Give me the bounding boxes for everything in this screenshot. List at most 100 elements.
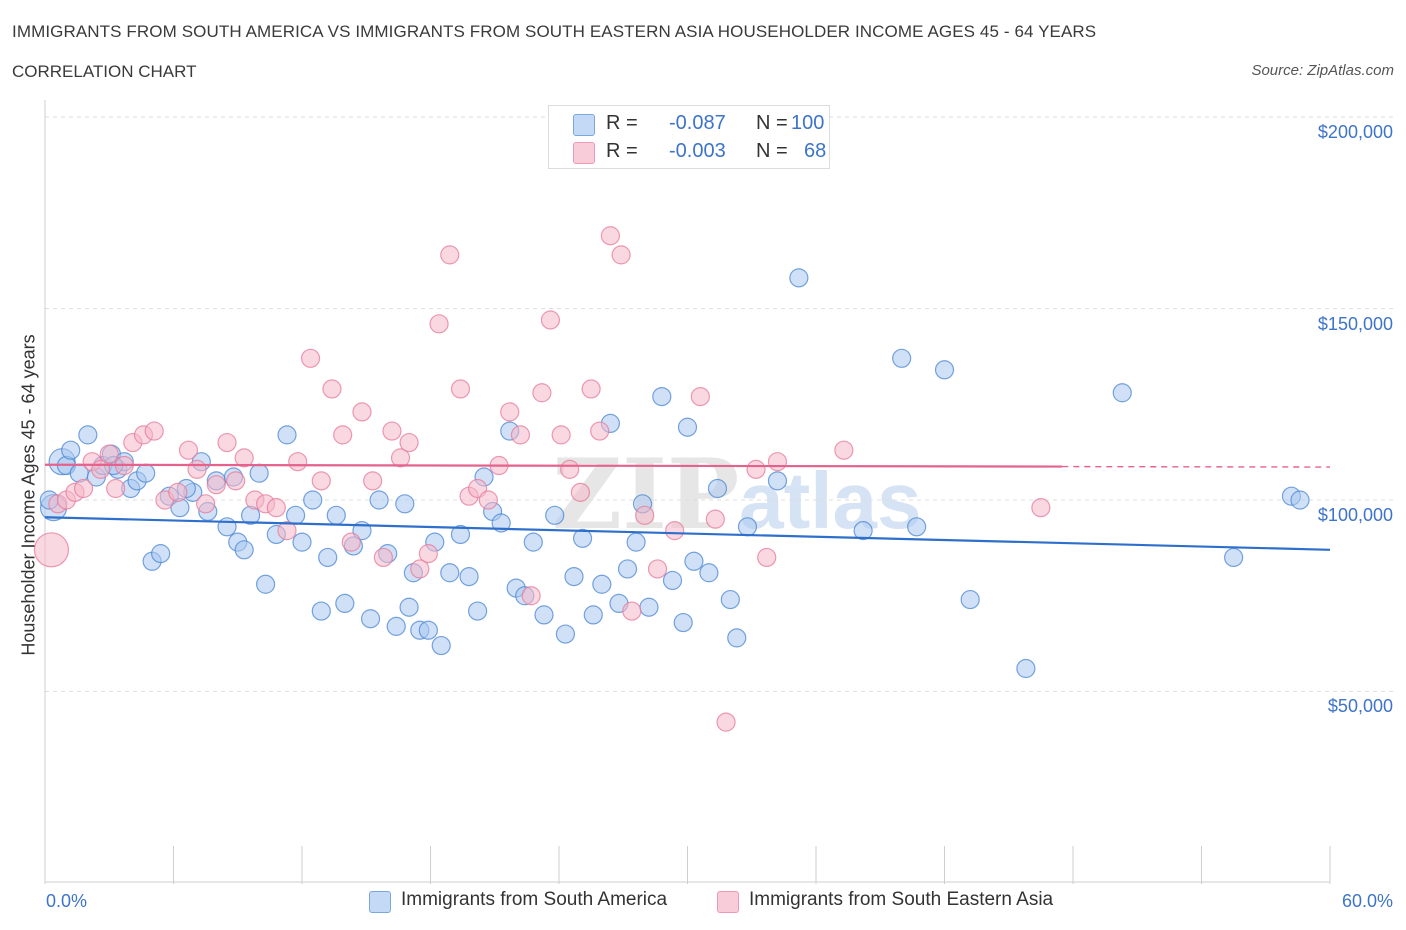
point-south-eastern-asia xyxy=(418,544,438,564)
point-south-eastern-asia xyxy=(106,478,126,499)
x-min-label: 0.0% xyxy=(46,891,88,911)
bottom-legend-swatch-blue xyxy=(369,891,391,913)
point-south-america xyxy=(61,440,81,460)
axes xyxy=(44,100,1331,884)
point-south-america xyxy=(318,547,338,568)
point-south-eastern-asia xyxy=(560,459,580,479)
point-south-eastern-asia xyxy=(450,379,471,399)
chart-title: IMMIGRANTS FROM SOUTH AMERICA VS IMMIGRA… xyxy=(12,22,1097,41)
point-south-eastern-asia xyxy=(647,559,668,579)
point-south-america xyxy=(311,601,331,621)
bottom-legend-label: Immigrants from South America xyxy=(401,889,668,910)
point-south-america xyxy=(1224,547,1244,568)
point-south-eastern-asia xyxy=(300,348,321,368)
point-south-america xyxy=(468,601,488,621)
point-south-america xyxy=(418,620,438,640)
point-south-eastern-asia xyxy=(834,440,854,460)
point-south-eastern-asia xyxy=(206,475,226,495)
point-south-eastern-asia xyxy=(746,459,766,479)
point-south-eastern-asia xyxy=(178,440,199,460)
point-south-eastern-asia xyxy=(440,245,460,265)
point-south-eastern-asia xyxy=(500,402,520,422)
point-south-america xyxy=(234,540,254,560)
legend-r-value: -0.003 xyxy=(669,140,726,162)
point-south-america xyxy=(699,563,719,583)
point-south-eastern-asia xyxy=(716,712,736,732)
gridlines xyxy=(45,116,1395,692)
stats-legend: R = -0.087 N = 100 R = -0.003 N = 68 xyxy=(548,105,830,169)
point-south-eastern-asia xyxy=(540,310,561,330)
point-south-america xyxy=(1016,658,1036,679)
point-south-eastern-asia xyxy=(410,559,430,579)
point-south-eastern-asia xyxy=(399,432,419,453)
point-south-america xyxy=(555,624,576,644)
point-south-eastern-asia xyxy=(757,547,777,568)
point-south-eastern-asia xyxy=(622,601,642,621)
point-south-america xyxy=(450,524,471,545)
point-south-eastern-asia xyxy=(373,547,393,568)
point-south-america xyxy=(652,386,672,407)
data-points xyxy=(33,226,1310,732)
trend-line-south-america xyxy=(44,516,1331,551)
point-south-america xyxy=(907,517,927,537)
point-south-america xyxy=(395,494,415,514)
point-south-america xyxy=(277,425,297,445)
source-label: Source: ZipAtlas.com xyxy=(1251,62,1394,79)
legend-r-label: R = xyxy=(606,112,638,134)
point-south-eastern-asia xyxy=(322,379,342,399)
bottom-legend-swatch-pink xyxy=(717,891,739,913)
legend-swatch-pink xyxy=(573,142,595,164)
point-south-eastern-asia xyxy=(510,425,531,445)
point-south-eastern-asia xyxy=(581,379,601,399)
point-south-america xyxy=(292,532,312,552)
point-south-eastern-asia xyxy=(311,471,331,491)
point-south-america xyxy=(386,616,406,636)
point-south-eastern-asia xyxy=(73,478,94,499)
x-max-label: 60.0% xyxy=(1341,891,1393,911)
point-south-america xyxy=(255,574,276,594)
legend-r-value: -0.087 xyxy=(669,112,726,134)
point-south-eastern-asia xyxy=(429,314,449,334)
point-south-america xyxy=(360,609,381,629)
point-south-eastern-asia xyxy=(551,425,571,445)
point-south-eastern-asia xyxy=(288,452,308,472)
trend-lines xyxy=(44,463,1331,551)
point-south-eastern-asia xyxy=(1031,498,1051,518)
point-south-eastern-asia xyxy=(168,482,188,502)
point-south-eastern-asia xyxy=(478,490,498,510)
point-south-america xyxy=(639,597,659,617)
point-south-eastern-asia xyxy=(521,586,541,606)
point-south-america xyxy=(592,574,612,594)
point-south-america xyxy=(523,532,543,552)
y-axis-title: Householder Income Ages 45 - 64 years xyxy=(18,334,39,656)
point-south-america xyxy=(459,566,479,587)
point-south-america xyxy=(677,417,698,437)
legend-n-value: 100 xyxy=(791,112,825,134)
point-south-america xyxy=(617,559,638,579)
point-south-america xyxy=(440,563,460,583)
point-south-eastern-asia xyxy=(187,459,207,479)
chart-subtitle: CORRELATION CHART xyxy=(12,62,197,81)
point-south-america xyxy=(545,505,565,525)
point-south-eastern-asia xyxy=(767,452,788,472)
point-south-america xyxy=(1290,490,1310,510)
point-south-america xyxy=(789,268,809,288)
legend-n-label: N = xyxy=(756,140,788,162)
point-south-america xyxy=(853,521,873,541)
point-south-america xyxy=(662,570,683,591)
point-south-eastern-asia xyxy=(217,432,237,453)
trend-line-south-eastern-asia xyxy=(44,463,1063,468)
point-south-america xyxy=(892,348,912,368)
point-south-america xyxy=(767,471,788,491)
point-south-eastern-asia xyxy=(390,448,411,468)
point-south-eastern-asia xyxy=(590,421,610,441)
point-south-america xyxy=(303,490,323,510)
point-south-eastern-asia xyxy=(363,471,383,491)
point-south-america xyxy=(583,605,603,625)
point-south-america xyxy=(431,635,451,656)
point-south-eastern-asia xyxy=(226,471,246,491)
point-south-america xyxy=(564,566,584,587)
point-south-eastern-asia xyxy=(144,421,164,441)
point-south-eastern-asia xyxy=(705,509,725,529)
